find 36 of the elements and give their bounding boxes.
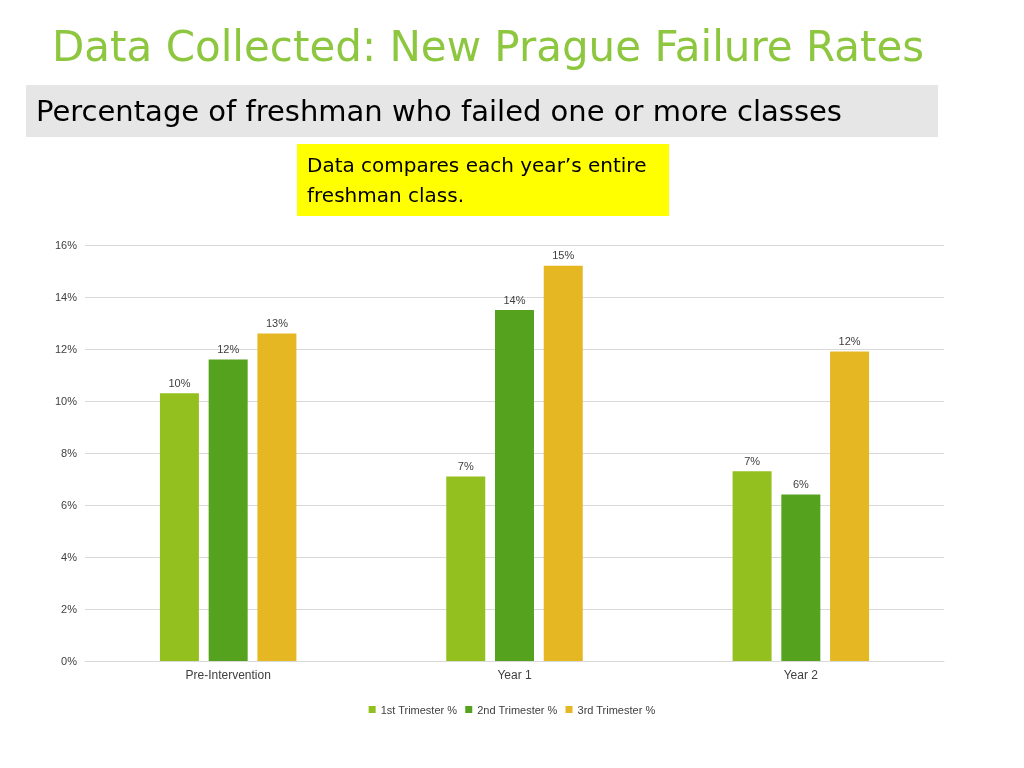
bar xyxy=(732,471,772,661)
text: Data compares each year’s entire freshman class. xyxy=(297,144,669,216)
bar xyxy=(543,265,583,661)
bar xyxy=(446,476,486,661)
y-tick-label: 4% xyxy=(61,551,78,563)
y-tick-label: 8% xyxy=(61,447,78,459)
chart-title: Data Collected: New Prague Failure Rates xyxy=(52,22,925,71)
y-tick-label: 6% xyxy=(61,499,78,511)
bar xyxy=(257,333,297,661)
data-label: 6% xyxy=(792,478,809,491)
x-tick-label: Year 1 xyxy=(497,668,532,682)
data-label: 7% xyxy=(457,459,474,472)
data-label: 15% xyxy=(552,249,575,262)
y-tick-label: 2% xyxy=(61,603,78,615)
y-tick-label: 12% xyxy=(54,343,78,355)
y-tick-label: 14% xyxy=(54,291,78,303)
y-tick-label: 10% xyxy=(54,395,78,407)
x-tick-label: Year 2 xyxy=(783,668,819,682)
chart-subtitle: Percentage of freshman who failed one or more classes xyxy=(26,85,938,137)
bar xyxy=(781,494,821,661)
data-label: 12% xyxy=(838,335,861,348)
x-tick-label: Pre-Intervention xyxy=(185,668,271,682)
bar xyxy=(830,351,870,661)
data-label: 14% xyxy=(503,293,526,306)
data-label: 12% xyxy=(217,342,240,355)
bar xyxy=(208,359,248,661)
bar xyxy=(159,393,199,661)
legend-label: 1st Trimester % xyxy=(380,703,458,716)
legend-label: 2nd Trimester % xyxy=(477,703,558,716)
data-label: 10% xyxy=(168,376,191,389)
data-label: 7% xyxy=(744,454,761,467)
legend-label: 3rd Trimester % xyxy=(577,703,656,716)
data-label: 13% xyxy=(265,316,289,329)
y-tick-label: 0% xyxy=(61,655,78,667)
bar xyxy=(495,310,534,661)
y-tick-label: 16% xyxy=(54,239,78,251)
